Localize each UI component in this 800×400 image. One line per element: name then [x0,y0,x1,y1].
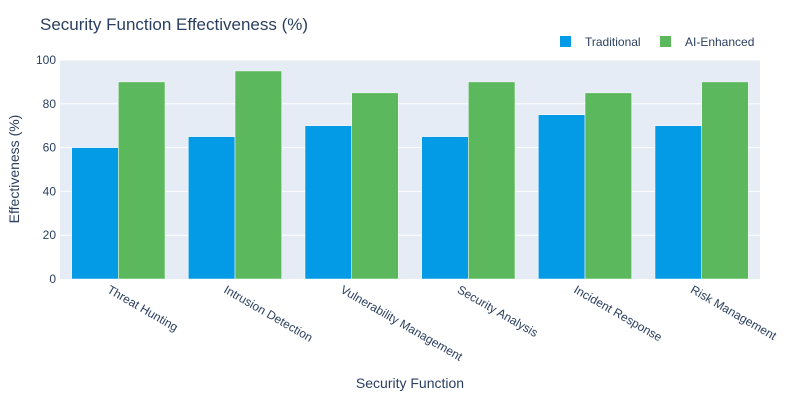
bars [71,70,749,280]
bar-traditional-5[interactable] [654,125,702,280]
x-tick-label: Intrusion Detection [222,282,316,344]
x-axis-label: Security Function [356,375,464,391]
x-tick-label: Risk Management [688,282,779,343]
y-tick-label: 40 [43,184,57,198]
bar-ai-enhanced-2[interactable] [351,92,399,280]
legend-swatch [660,36,671,47]
y-tick-label: 20 [43,228,57,242]
x-tick-label: Incident Response [572,282,665,344]
x-tick-label: Threat Hunting [105,282,181,334]
legend-label: AI-Enhanced [685,35,754,49]
bar-traditional-0[interactable] [71,147,119,280]
legend-swatch [560,36,571,47]
legend-item-traditional[interactable]: Traditional [560,35,641,49]
x-tick-label: Vulnerability Management [338,282,465,364]
plot-background [60,60,760,279]
y-tick-label: 80 [43,97,57,111]
chart-title: Security Function Effectiveness (%) [40,15,308,34]
y-tick-label: 60 [43,141,57,155]
bar-ai-enhanced-3[interactable] [468,81,516,280]
y-axis-label: Effectiveness (%) [6,115,22,224]
y-tick-label: 100 [36,53,56,67]
bar-ai-enhanced-0[interactable] [118,81,166,280]
legend[interactable]: Traditional AI-Enhanced [560,35,754,49]
legend-label: Traditional [585,35,641,49]
x-axis-ticks: Threat Hunting Intrusion Detection Vulnera… [105,282,780,364]
y-tick-label: 0 [49,272,56,286]
bar-ai-enhanced-4[interactable] [584,92,632,280]
bar-ai-enhanced-1[interactable] [234,70,282,280]
x-tick-label: Security Analysis [455,282,541,339]
legend-item-ai-enhanced[interactable]: AI-Enhanced [660,35,754,49]
y-axis-ticks: 0 20 40 60 80 100 [36,53,56,286]
gridlines [60,59,760,236]
bar-traditional-1[interactable] [188,136,236,280]
bar-ai-enhanced-5[interactable] [701,81,749,280]
bar-traditional-2[interactable] [304,125,352,280]
bar-traditional-3[interactable] [421,136,469,280]
bar-traditional-4[interactable] [538,114,586,280]
